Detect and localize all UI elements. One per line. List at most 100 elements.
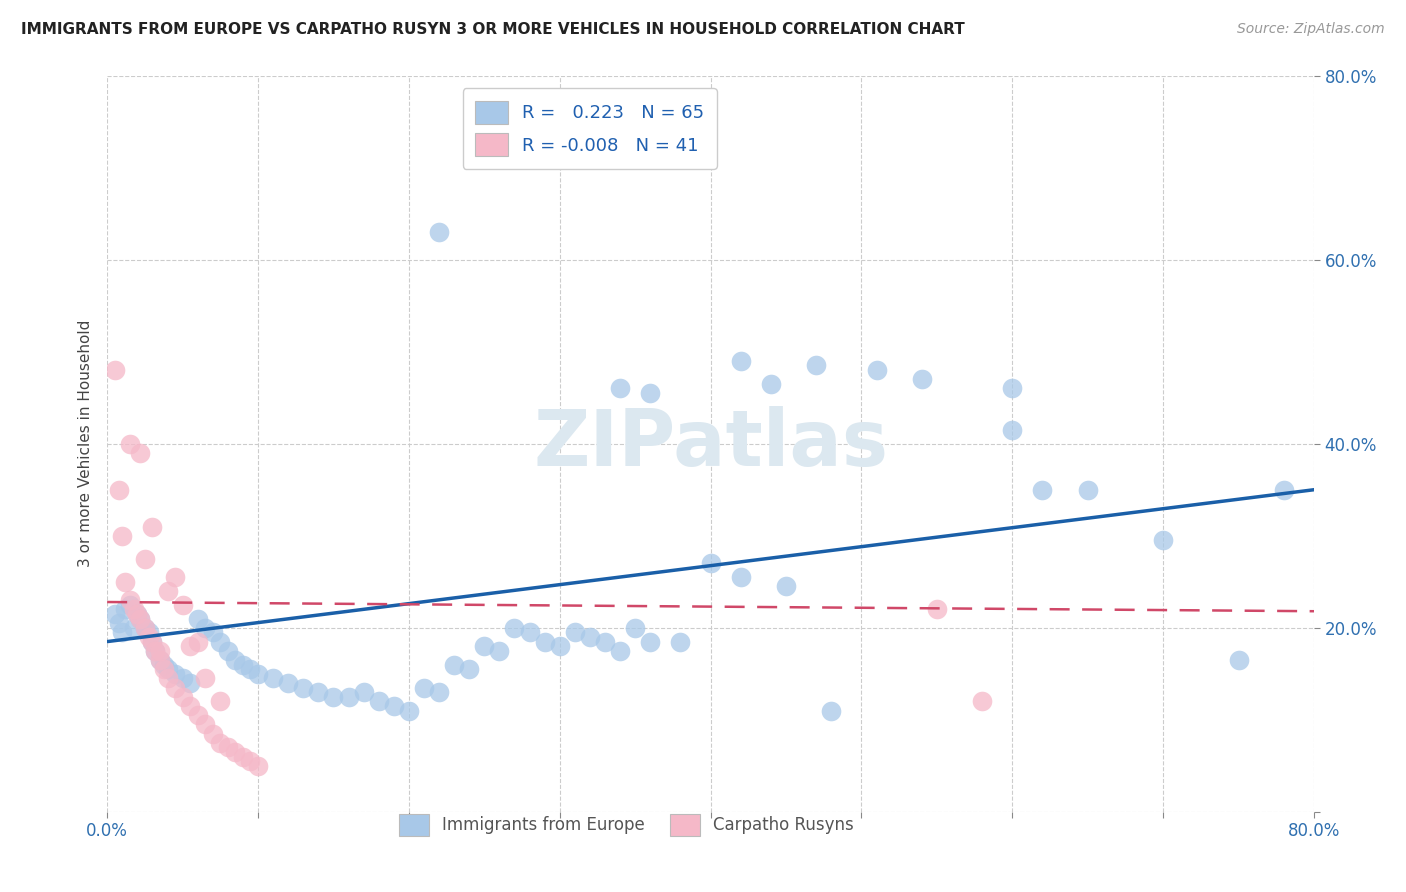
Point: [111, 625, 134, 640]
Point: [172, 598, 194, 612]
Point: [111, 529, 134, 543]
Point: [579, 630, 602, 644]
Point: [187, 611, 209, 625]
Point: [730, 570, 752, 584]
Point: [129, 446, 152, 460]
Point: [209, 694, 232, 708]
Point: [865, 363, 887, 377]
Point: [759, 376, 782, 391]
Point: [593, 634, 616, 648]
Point: [224, 653, 246, 667]
Text: IMMIGRANTS FROM EUROPE VS CARPATHO RUSYN 3 OR MORE VEHICLES IN HOUSEHOLD CORRELA: IMMIGRANTS FROM EUROPE VS CARPATHO RUSYN…: [21, 22, 965, 37]
Point: [149, 644, 172, 658]
Point: [239, 662, 262, 676]
Point: [262, 672, 284, 686]
Point: [443, 657, 465, 672]
Point: [138, 630, 160, 644]
Point: [194, 717, 217, 731]
Point: [187, 634, 209, 648]
Point: [129, 611, 152, 625]
Point: [163, 666, 186, 681]
Legend: Immigrants from Europe, Carpatho Rusyns: Immigrants from Europe, Carpatho Rusyns: [391, 806, 862, 844]
Point: [488, 644, 510, 658]
Point: [533, 634, 555, 648]
Point: [277, 676, 299, 690]
Point: [145, 644, 167, 658]
Point: [153, 657, 176, 672]
Point: [163, 570, 186, 584]
Point: [413, 681, 436, 695]
Point: [149, 653, 172, 667]
Point: [730, 354, 752, 368]
Point: [141, 634, 163, 648]
Point: [609, 644, 631, 658]
Point: [503, 621, 526, 635]
Point: [156, 584, 179, 599]
Point: [187, 708, 209, 723]
Point: [153, 662, 176, 676]
Point: [609, 382, 631, 396]
Point: [118, 598, 141, 612]
Point: [179, 676, 201, 690]
Point: [624, 621, 647, 635]
Point: [1227, 653, 1250, 667]
Point: [292, 681, 315, 695]
Point: [172, 672, 194, 686]
Point: [367, 694, 389, 708]
Point: [638, 386, 661, 401]
Point: [925, 602, 948, 616]
Point: [201, 625, 224, 640]
Point: [806, 359, 828, 373]
Point: [217, 740, 239, 755]
Point: [201, 726, 224, 740]
Point: [232, 657, 254, 672]
Point: [134, 621, 156, 635]
Point: [638, 634, 661, 648]
Point: [156, 672, 179, 686]
Point: [337, 690, 360, 704]
Point: [145, 644, 167, 658]
Point: [232, 749, 254, 764]
Point: [239, 754, 262, 768]
Point: [209, 634, 232, 648]
Point: [108, 616, 131, 631]
Point: [427, 225, 450, 239]
Point: [127, 607, 149, 621]
Point: [972, 694, 994, 708]
Point: [127, 607, 149, 621]
Point: [114, 602, 136, 616]
Point: [124, 621, 146, 635]
Text: Source: ZipAtlas.com: Source: ZipAtlas.com: [1237, 22, 1385, 37]
Point: [458, 662, 481, 676]
Point: [129, 611, 152, 625]
Point: [911, 372, 934, 386]
Point: [134, 551, 156, 566]
Point: [179, 639, 201, 653]
Point: [209, 736, 232, 750]
Point: [224, 745, 246, 759]
Point: [519, 625, 541, 640]
Point: [163, 681, 186, 695]
Y-axis label: 3 or more Vehicles in Household: 3 or more Vehicles in Household: [79, 320, 93, 567]
Text: ZIPatlas: ZIPatlas: [533, 406, 889, 482]
Point: [1272, 483, 1295, 497]
Point: [353, 685, 375, 699]
Point: [699, 557, 721, 571]
Point: [141, 634, 163, 648]
Point: [247, 666, 270, 681]
Point: [775, 579, 797, 593]
Point: [217, 644, 239, 658]
Point: [548, 639, 571, 653]
Point: [124, 602, 146, 616]
Point: [1001, 382, 1024, 396]
Point: [149, 653, 172, 667]
Point: [820, 704, 842, 718]
Point: [108, 483, 131, 497]
Point: [382, 699, 405, 714]
Point: [134, 621, 156, 635]
Point: [427, 685, 450, 699]
Point: [138, 625, 160, 640]
Point: [398, 704, 420, 718]
Point: [472, 639, 495, 653]
Point: [194, 672, 217, 686]
